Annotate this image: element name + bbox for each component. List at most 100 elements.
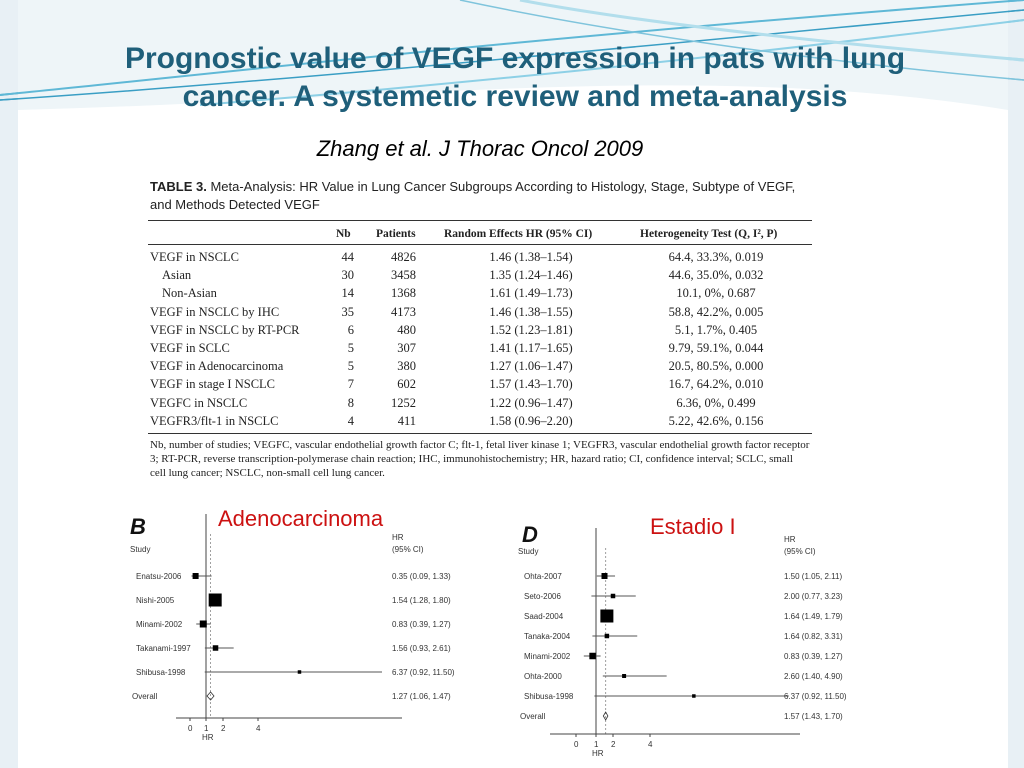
row-nb: 14	[341, 286, 355, 301]
overall-label: Overall	[132, 692, 158, 701]
forest-plot-b-svg: B Study HR (95% CI) Enatsu-2006 0.35 (0.09, 1…	[130, 514, 455, 742]
row-patients: 602	[397, 377, 416, 392]
row-patients: 1368	[391, 286, 416, 301]
row-label: VEGF in NSCLC	[150, 250, 239, 264]
hr-ci-header: (95% CI)	[784, 547, 816, 556]
study-name: Seto-2006	[524, 592, 561, 601]
table-row: VEGF in NSCLC by IHC 35 4173 1.46 (1.38–1.5…	[146, 305, 814, 323]
study-name: Minami-2002	[136, 620, 183, 629]
row-heterogeneity: 5.1, 1.7%, 0.405	[674, 322, 758, 337]
row-label: Non-Asian	[162, 286, 217, 301]
overall-value: 1.57 (1.43, 1.70)	[784, 712, 843, 721]
row-hr: 1.35 (1.24–1.46)	[489, 268, 573, 283]
x-tick-label: 2	[611, 740, 616, 749]
study-name: Takanami-1997	[136, 644, 191, 653]
row-heterogeneity: 10.1, 0%, 0.687	[676, 286, 756, 301]
effect-square	[604, 633, 610, 639]
hr-ci-header: (95% CI)	[392, 545, 424, 554]
row-patients: 480	[397, 322, 416, 337]
x-tick-label: 1	[594, 740, 599, 749]
table-header-rule	[148, 244, 812, 245]
x-tick-label: 2	[221, 724, 226, 733]
row-patients: 1252	[391, 395, 416, 410]
overall-value: 1.27 (1.06, 1.47)	[392, 692, 451, 701]
study-header: Study	[518, 547, 538, 556]
x-axis-label: HR	[592, 749, 604, 758]
effect-square	[601, 573, 608, 579]
adenocarcinoma-label: Adenocarcinoma	[218, 506, 384, 531]
effect-square	[610, 593, 616, 599]
x-tick-label: 1	[204, 724, 209, 733]
row-nb: 35	[341, 304, 355, 319]
x-tick-label: 0	[574, 740, 579, 749]
hr-ci-value: 2.00 (0.77, 3.23)	[784, 592, 843, 601]
table-caption-text: Meta-Analysis: HR Value in Lung Cancer S…	[150, 179, 796, 212]
table-footnote: Nb, number of studies; VEGFC, vascular e…	[150, 439, 810, 479]
effect-square	[192, 573, 199, 579]
hr-ci-value: 0.83 (0.39, 1.27)	[784, 652, 843, 661]
overall-diamond	[602, 711, 609, 721]
panel-letter: D	[522, 522, 538, 547]
table-row: VEGFR3/flt-1 in NSCLC 4 411 1.58 (0.96–2.20…	[146, 414, 814, 432]
row-nb: 8	[347, 395, 354, 410]
study-name: Saad-2004	[524, 612, 564, 621]
row-label: VEGF in Adenocarcinoma	[150, 359, 284, 374]
row-hr: 1.27 (1.06–1.47)	[489, 359, 573, 374]
row-hr: 1.46 (1.38–1.54)	[489, 250, 573, 264]
row-label: VEGF in NSCLC by RT-PCR	[150, 322, 300, 337]
slide-title: Prognostic value of VEGF expression in p…	[40, 40, 990, 116]
row-patients: 4826	[391, 250, 416, 264]
study-name: Minami-2002	[524, 652, 571, 661]
hr-ci-value: 1.50 (1.05, 2.11)	[784, 572, 842, 581]
row-label: VEGFC in NSCLC	[150, 395, 248, 410]
row-hr: 1.58 (0.96–2.20)	[489, 413, 573, 428]
row-heterogeneity: 20.5, 80.5%, 0.000	[668, 359, 764, 374]
overall-diamond	[206, 691, 215, 701]
row-nb: 5	[347, 341, 354, 355]
row-hr: 1.22 (0.96–1.47)	[489, 395, 573, 410]
row-label: Asian	[162, 268, 192, 283]
study-name: Nishi-2005	[136, 596, 175, 605]
hr-header: HR	[392, 533, 404, 542]
hr-ci-value: 6.37 (0.92, 11.50)	[784, 692, 847, 701]
x-tick-label: 4	[256, 724, 261, 733]
hr-ci-value: 2.60 (1.40, 4.90)	[784, 672, 843, 681]
title-line-1: Prognostic value of VEGF expression in p…	[124, 42, 906, 75]
header-hr: Random Effects HR (95% CI)	[444, 228, 593, 240]
row-heterogeneity: 5.22, 42.6%, 0.156	[668, 413, 764, 428]
study-name: Ohta-2007	[524, 572, 562, 581]
row-nb: 7	[347, 377, 354, 392]
citation: Zhang et al. J Thorac Oncol 2009	[316, 136, 644, 161]
study-name: Shibusa-1998	[524, 692, 574, 701]
row-label: VEGF in SCLC	[150, 341, 230, 355]
effect-square	[297, 670, 302, 674]
hr-ci-value: 1.54 (1.28, 1.80)	[392, 596, 451, 605]
hr-ci-value: 0.35 (0.09, 1.33)	[392, 572, 451, 581]
row-nb: 4	[347, 413, 354, 428]
row-heterogeneity: 58.8, 42.2%, 0.005	[668, 304, 764, 319]
x-tick-label: 4	[648, 740, 653, 749]
row-heterogeneity: 64.4, 33.3%, 0.019	[668, 250, 764, 264]
row-nb: 5	[347, 359, 354, 374]
row-label: VEGF in stage I NSCLC	[150, 377, 275, 392]
row-hr: 1.52 (1.23–1.81)	[489, 322, 573, 337]
table-row: VEGFC in NSCLC 8 1252 1.22 (0.96–1.47) 6.36,…	[146, 396, 814, 414]
hr-header: HR	[784, 535, 796, 544]
panel-letter: B	[130, 514, 146, 539]
hr-ci-value: 1.64 (1.49, 1.79)	[784, 612, 843, 621]
table-row: Asian 30 3458 1.35 (1.24–1.46) 44.6, 35.0%, …	[146, 268, 814, 286]
x-tick-label: 0	[188, 724, 193, 733]
overall-label: Overall	[520, 712, 546, 721]
header-nb: Nb	[336, 228, 351, 240]
row-nb: 30	[341, 268, 355, 283]
table-top-rule	[148, 220, 812, 221]
row-hr: 1.57 (1.43–1.70)	[489, 377, 573, 392]
table-row: VEGF in stage I NSCLC 7 602 1.57 (1.43–1.70…	[146, 377, 814, 395]
effect-square	[208, 593, 222, 607]
row-patients: 411	[397, 413, 416, 428]
table-bottom-rule	[148, 433, 812, 434]
table-row: VEGF in NSCLC by RT-PCR 6 480 1.52 (1.23–1.…	[146, 323, 814, 341]
meta-analysis-table: TABLE 3. Meta-Analysis: HR Value in Lung…	[146, 172, 814, 486]
row-heterogeneity: 6.36, 0%, 0.499	[676, 395, 756, 410]
